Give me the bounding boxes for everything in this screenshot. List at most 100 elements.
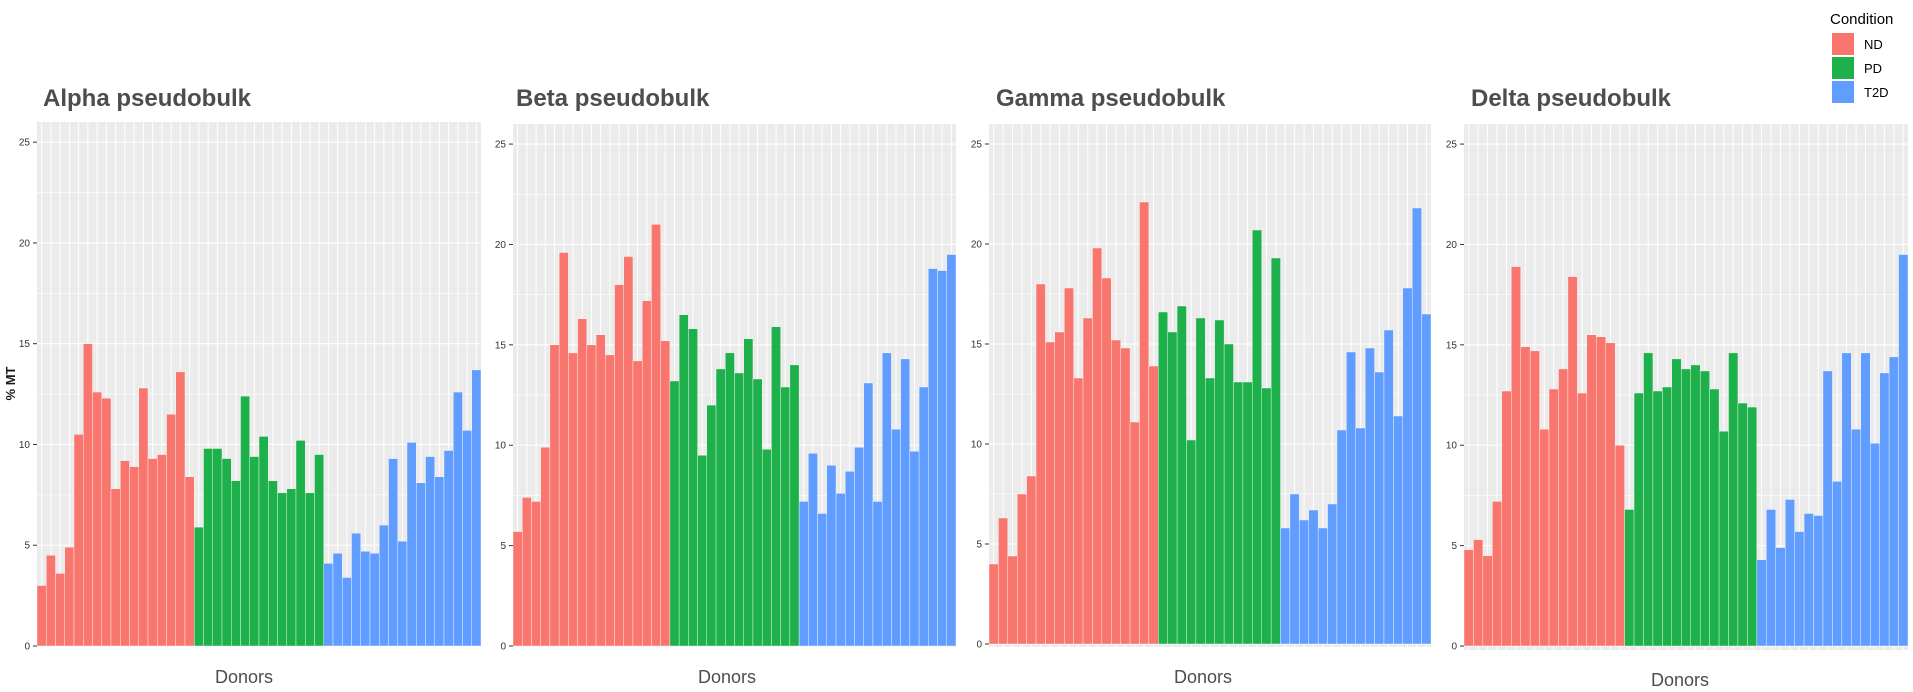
- bar-nd: [1035, 283, 1046, 645]
- panel-title: Delta pseudobulk: [1471, 85, 1672, 112]
- bar-nd: [1567, 276, 1578, 647]
- legend-title: Condition: [1830, 11, 1893, 28]
- y-tick-label: 25: [19, 138, 31, 149]
- bar-nd: [120, 460, 130, 647]
- bar-t2d: [397, 541, 408, 647]
- bar-nd: [184, 476, 195, 647]
- bar-nd: [1082, 317, 1093, 645]
- bar-nd: [998, 517, 1009, 645]
- bar-t2d: [1813, 515, 1824, 647]
- bar-nd: [1482, 555, 1493, 647]
- bar-pd: [734, 372, 744, 647]
- bar-nd: [568, 352, 578, 647]
- bar-pd: [268, 480, 278, 647]
- y-tick-label: 0: [24, 642, 30, 653]
- bar-t2d: [946, 254, 957, 647]
- bar-t2d: [462, 430, 472, 647]
- bar-pd: [1223, 343, 1234, 645]
- y-tick-label: 20: [19, 238, 31, 249]
- bar-t2d: [342, 577, 352, 647]
- bar-nd: [1492, 501, 1502, 647]
- y-tick-label: 25: [1446, 140, 1458, 151]
- y-tick-label: 10: [495, 441, 507, 452]
- bar-t2d: [918, 386, 929, 647]
- legend-swatch-t2d: [1832, 81, 1854, 103]
- chart-panel-4: 0 5 10 15 20 25 Delta pseudobulk Donors: [1446, 85, 1909, 690]
- bar-t2d: [937, 270, 947, 647]
- bar-nd: [157, 454, 167, 647]
- y-tick-label: 0: [500, 642, 506, 653]
- bar-nd: [1120, 347, 1131, 645]
- bar-nd: [632, 360, 643, 647]
- bar-t2d: [835, 493, 846, 647]
- x-axis-label: Donors: [215, 667, 273, 687]
- bar-pd: [1186, 439, 1197, 645]
- bar-nd: [1073, 377, 1084, 645]
- bar-t2d: [928, 268, 938, 647]
- bar-t2d: [854, 447, 864, 647]
- bar-t2d: [1756, 559, 1767, 647]
- bar-nd: [1605, 342, 1616, 647]
- bar-nd: [595, 334, 606, 647]
- bar-t2d: [817, 513, 827, 647]
- bar-pd: [743, 338, 754, 647]
- bar-t2d: [1766, 509, 1776, 647]
- bar-t2d: [1822, 370, 1833, 647]
- bar-nd: [1017, 493, 1027, 645]
- bar-pd: [725, 352, 735, 647]
- y-tick-label: 10: [19, 440, 31, 451]
- bar-pd: [258, 436, 269, 647]
- bar-nd: [1111, 339, 1121, 645]
- bar-t2d: [434, 476, 445, 647]
- bar-nd: [1007, 555, 1018, 645]
- bar-pd: [1242, 381, 1253, 645]
- bar-t2d: [323, 563, 334, 647]
- bar-pd: [706, 404, 717, 647]
- bar-pd: [295, 440, 306, 647]
- bar-t2d: [406, 442, 417, 647]
- bar-nd: [614, 284, 624, 647]
- y-tick-label: 20: [1446, 240, 1458, 251]
- y-tick-label: 15: [1446, 340, 1458, 351]
- bar-t2d: [471, 369, 482, 647]
- bar-pd: [1624, 509, 1635, 647]
- bar-pd: [1699, 370, 1710, 647]
- bar-t2d: [1898, 254, 1909, 647]
- panel-title: Beta pseudobulk: [516, 85, 710, 112]
- bar-nd: [988, 563, 999, 645]
- bar-pd: [305, 492, 315, 647]
- bar-pd: [203, 448, 213, 647]
- bar-t2d: [416, 482, 426, 647]
- bar-t2d: [798, 501, 809, 647]
- bar-t2d: [1832, 481, 1843, 647]
- bar-pd: [697, 455, 708, 647]
- bar-nd: [1101, 277, 1112, 645]
- y-tick-label: 5: [1451, 541, 1457, 552]
- bar-t2d: [826, 465, 837, 647]
- bar-pd: [752, 378, 763, 647]
- bar-t2d: [1841, 352, 1852, 647]
- bar-t2d: [1327, 503, 1338, 645]
- bar-pd: [1270, 257, 1281, 645]
- bar-t2d: [909, 451, 920, 647]
- legend-label-nd: ND: [1864, 37, 1883, 52]
- bar-t2d: [1346, 351, 1356, 645]
- bar-nd: [1129, 421, 1140, 645]
- bar-pd: [1643, 352, 1654, 647]
- bar-pd: [1652, 390, 1663, 647]
- chart-panel-2: 0 5 10 15 20 25 Beta pseudobulk Donors: [495, 85, 957, 687]
- bar-nd: [110, 488, 121, 647]
- bar-pd: [771, 326, 781, 647]
- bar-pd: [249, 456, 260, 647]
- bar-nd: [558, 252, 569, 647]
- bar-pd: [761, 449, 772, 647]
- bar-nd: [642, 300, 652, 647]
- bar-pd: [277, 492, 287, 647]
- bar-nd: [147, 458, 158, 647]
- panel-title: Gamma pseudobulk: [996, 85, 1226, 112]
- bar-t2d: [1280, 527, 1291, 645]
- bar-nd: [1026, 475, 1037, 645]
- bar-pd: [194, 526, 204, 647]
- bar-pd: [1709, 388, 1720, 647]
- bar-nd: [549, 344, 560, 647]
